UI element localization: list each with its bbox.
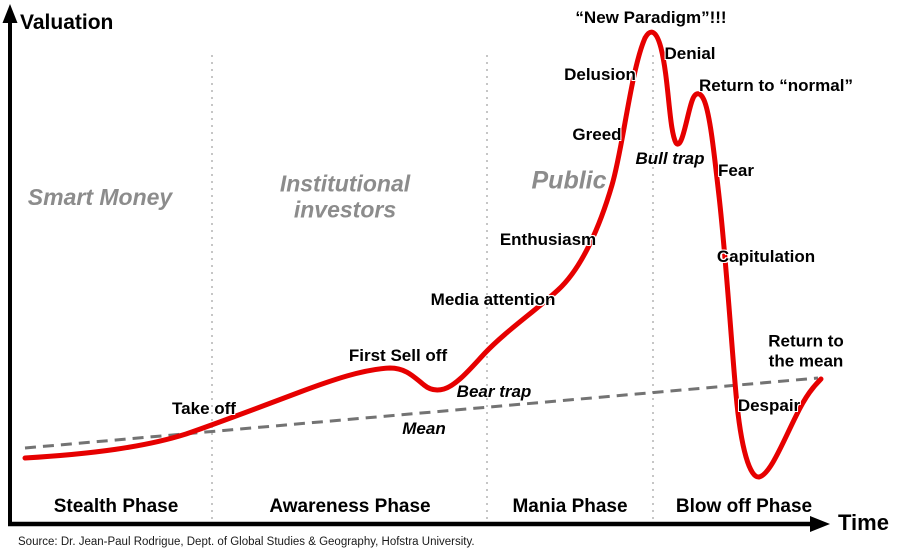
annotation-despair: Despair xyxy=(737,396,801,416)
annotation-return-to-mean: Return to the mean xyxy=(768,331,844,370)
mean-trend-line xyxy=(24,376,819,450)
y-axis-label: Valuation xyxy=(20,11,114,34)
phase-label-stealth: Stealth Phase xyxy=(53,496,179,518)
group-label-public: Public xyxy=(531,166,607,195)
annotation-new-paradigm: “New Paradigm”!!! xyxy=(575,8,727,28)
annotation-take-off: Take off xyxy=(172,399,236,419)
x-axis-arrow-icon xyxy=(810,516,830,532)
phase-label-awareness: Awareness Phase xyxy=(269,496,431,518)
annotation-first-sell-off: First Sell off xyxy=(348,346,448,366)
group-label-smart-money: Smart Money xyxy=(27,183,173,210)
phase-label-blowoff: Blow off Phase xyxy=(675,496,813,518)
annotation-enthusiasm: Enthusiasm xyxy=(499,230,597,250)
x-axis-label: Time xyxy=(838,510,889,535)
annotation-greed: Greed xyxy=(572,125,622,145)
annotation-bear-trap: Bear trap xyxy=(456,382,532,402)
valuation-curve xyxy=(22,29,824,480)
annotation-media-attention: Media attention xyxy=(430,290,556,310)
annotation-capitulation: Capitulation xyxy=(716,247,816,267)
annotation-bull-trap: Bull trap xyxy=(635,149,705,169)
annotation-fear: Fear xyxy=(718,161,754,181)
annotation-delusion: Delusion xyxy=(564,65,636,85)
annotation-return-to-normal: Return to “normal” xyxy=(699,76,853,96)
phase-label-mania: Mania Phase xyxy=(512,496,628,518)
group-label-institutional-investors: Institutional investors xyxy=(279,170,411,223)
source-credit: Source: Dr. Jean-Paul Rodrigue, Dept. of… xyxy=(18,536,475,548)
y-axis-arrow-icon xyxy=(2,4,18,23)
annotation-mean: Mean xyxy=(402,419,446,439)
annotation-denial: Denial xyxy=(664,44,716,64)
